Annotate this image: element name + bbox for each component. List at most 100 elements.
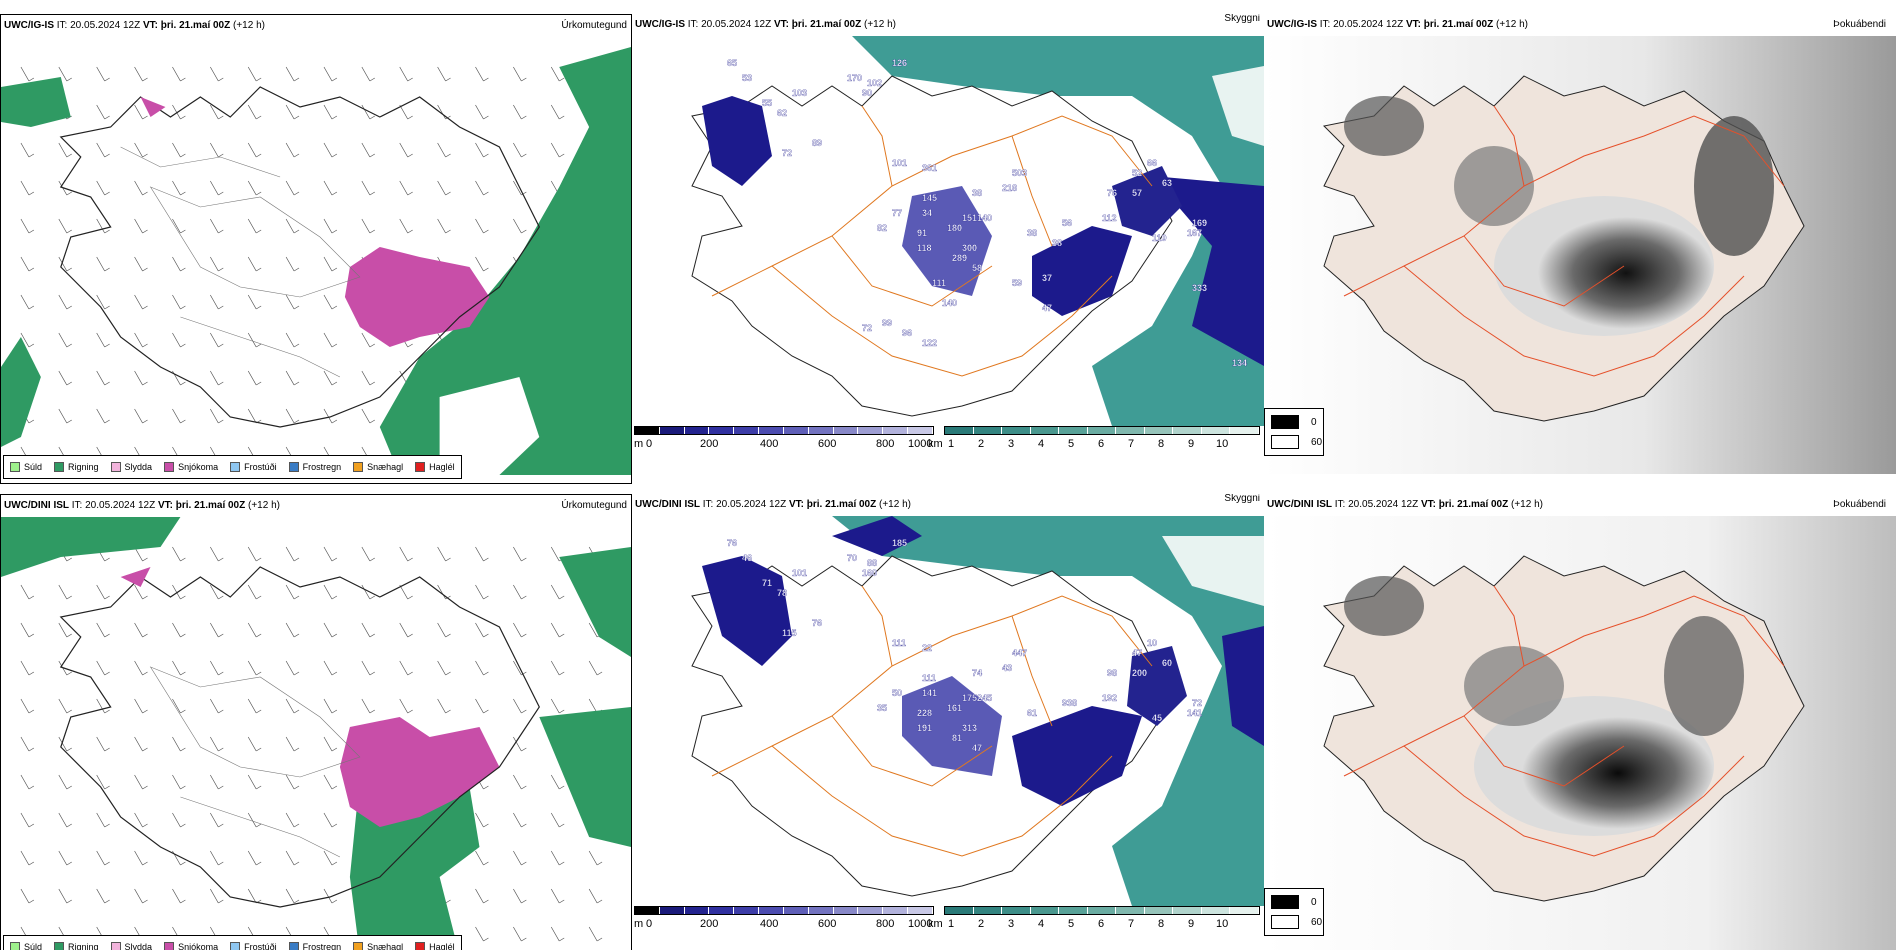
legend-label: Haglél <box>429 942 455 950</box>
distance-tick: 5 <box>1068 918 1075 930</box>
scale-segment <box>883 907 909 914</box>
legend-item: Rigning <box>54 462 99 472</box>
visibility-label: 76 <box>1107 188 1117 198</box>
wind-barb <box>588 850 603 866</box>
wind-barb <box>210 584 224 600</box>
wind-barb <box>475 660 489 676</box>
distance-tick: 2 <box>978 438 985 450</box>
visibility-label: 46 <box>742 553 752 563</box>
panel-title: Þokuábendi <box>1833 499 1886 510</box>
wind-barb <box>399 180 413 196</box>
vt-value: þri. 21.maí 00Z <box>806 499 877 510</box>
panel-title: Úrkomutegund <box>561 500 627 511</box>
wind-barb <box>134 104 148 120</box>
visibility-label: 938 <box>1062 698 1077 708</box>
precip-panel-top: UWC/IG-IS IT: 20.05.2024 12Z VT: þri. 21… <box>0 14 632 484</box>
legend-label: Súld <box>24 462 43 472</box>
wind-barb <box>361 622 375 638</box>
scale-segment <box>858 907 884 914</box>
scale-segment <box>808 427 834 434</box>
wind-barb <box>475 584 489 600</box>
panel-title: Þokuábendi <box>1833 19 1886 30</box>
fog-map[interactable] <box>1264 516 1896 950</box>
wind-barb <box>96 104 110 120</box>
visibility-label: 89 <box>812 138 822 148</box>
wind-barb <box>247 850 262 866</box>
wind-barb <box>513 218 527 234</box>
height-tick: 200 <box>700 918 719 930</box>
visibility-label: 34 <box>922 208 932 218</box>
fog-map[interactable] <box>1264 36 1896 474</box>
wind-barb <box>134 774 148 790</box>
scale-segment <box>1230 907 1260 914</box>
wind-barb <box>437 698 451 714</box>
scale-segment <box>1173 427 1202 434</box>
wind-barb <box>399 622 413 638</box>
visibility-label: 66 <box>1147 158 1157 168</box>
visibility-map[interactable]: 65 53 55 62 103 89 72 170 102 126 90 101 361 503 218 38… <box>632 36 1264 426</box>
precip-map[interactable] <box>1 517 631 950</box>
visibility-label: 53 <box>742 73 752 83</box>
wind-barb <box>172 180 186 196</box>
wind-barb <box>475 142 489 158</box>
wind-barb <box>399 698 413 714</box>
wind-barb <box>323 584 338 600</box>
visibility-label: 111 <box>922 673 936 683</box>
legend-item: Frostregn <box>288 942 341 950</box>
legend-item: Frostúði <box>230 942 277 950</box>
visibility-label: 200 <box>1132 668 1147 678</box>
distance-scale-strip <box>944 426 1260 435</box>
wind-barb <box>399 104 413 120</box>
legend-label: Frostúði <box>244 462 277 472</box>
visibility-label: 112 <box>1102 213 1117 223</box>
wind-barb <box>210 622 224 638</box>
wind-barb <box>172 584 186 600</box>
wind-barb <box>399 584 413 600</box>
wind-barb <box>588 888 603 904</box>
wind-barb <box>247 294 262 310</box>
visibility-map[interactable]: 76 46 71 78 101 76 115 70 88 185 160 111 22 447 43 74 47… <box>632 516 1264 906</box>
scale-segment <box>1116 907 1145 914</box>
wind-barb <box>58 256 72 272</box>
wind-barb <box>247 332 262 348</box>
wind-barb <box>513 926 527 942</box>
panel-header: UWC/DINI ISL IT: 20.05.2024 12Z VT: þri.… <box>632 494 1264 516</box>
visibility-label: 38 <box>1052 238 1062 248</box>
panel-title: Úrkomutegund <box>561 20 627 31</box>
visibility-label: 47 <box>1132 648 1142 658</box>
vt-label: VT: <box>1420 499 1436 510</box>
scale-segment <box>1002 907 1031 914</box>
visibility-label: 145 <box>922 193 937 203</box>
swatch <box>110 942 121 950</box>
precip-panel-bottom: UWC/DINI ISL IT: 20.05.2024 12Z VT: þri.… <box>0 494 632 950</box>
wind-barb <box>550 584 565 600</box>
wind-barb <box>475 888 489 904</box>
wind-barb <box>210 370 224 386</box>
wind-barb <box>285 698 300 714</box>
visibility-label: 72 <box>1192 698 1202 708</box>
wind-barb <box>96 698 110 714</box>
scale-segment <box>1002 427 1031 434</box>
wind-barb <box>96 812 110 828</box>
visibility-label: 140 <box>977 213 992 223</box>
wind-barb <box>134 584 148 600</box>
scale-segment <box>783 907 809 914</box>
wind-barb <box>247 584 262 600</box>
wind-barb <box>475 622 489 638</box>
wind-barb <box>323 370 338 386</box>
distance-scale-strip <box>944 906 1260 915</box>
wind-barb <box>437 104 451 120</box>
wind-barb <box>437 622 451 638</box>
wind-barb <box>323 180 338 196</box>
visibility-label: 10 <box>1147 638 1157 648</box>
wind-barb <box>134 218 148 234</box>
wind-barb <box>437 180 451 196</box>
wind-barb <box>172 774 186 790</box>
wind-barb <box>475 218 489 234</box>
swatch <box>10 462 20 472</box>
wind-barb <box>247 774 262 790</box>
wind-barb <box>210 888 224 904</box>
precip-map[interactable] <box>1 37 631 475</box>
wind-barb <box>550 142 565 158</box>
vt-label: VT: <box>1405 19 1421 30</box>
